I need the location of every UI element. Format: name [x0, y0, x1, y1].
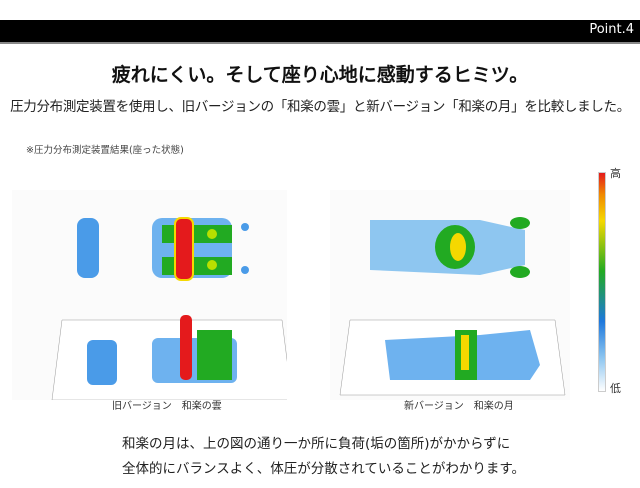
subtitle: 圧力分布測定装置を使用し、旧バージョンの「和楽の雲」と新バージョン「和楽の月」を… [10, 99, 630, 115]
colorbar-low-label: 低 [610, 382, 621, 395]
old-version-caption: 旧バージョン 和楽の雲 [112, 401, 222, 412]
old-2d-map [77, 217, 249, 281]
new-version-pressure-map [330, 190, 570, 400]
new-3d-map [339, 319, 566, 396]
measurement-note: ※圧力分布測定装置結果(座った状態) [26, 145, 184, 156]
point-label: Point.4 [589, 22, 634, 37]
header-bar: Point.4 [0, 20, 640, 44]
new-version-caption: 新バージョン 和楽の月 [404, 401, 514, 412]
old-3d-map [51, 315, 287, 400]
old-version-pressure-map [12, 190, 287, 400]
colorbar-high-label: 高 [610, 167, 621, 180]
conclusion-line-1: 和楽の月は、上の図の通り一か所に負荷(垢の箇所)がかからずに [122, 436, 511, 452]
new-2d-map [370, 217, 530, 278]
pressure-colorbar [598, 172, 606, 392]
page-title: 疲れにくい。そして座り心地に感動するヒミツ。 [111, 64, 529, 86]
conclusion-line-2: 全体的にバランスよく、体圧が分散されていることがわかります。 [122, 461, 525, 477]
